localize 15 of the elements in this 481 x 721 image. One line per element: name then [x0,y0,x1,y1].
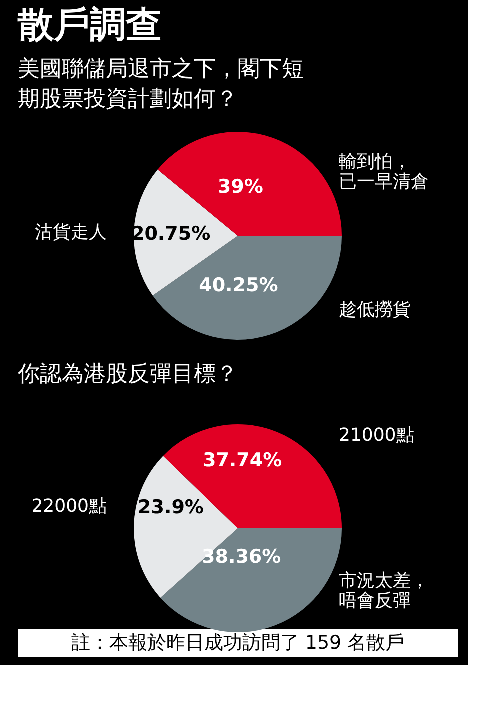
data-label: 37.74% [202,449,282,472]
chart-title: 散戶調查 [17,5,162,46]
slice-label: 輸到怕，已一早清倉 [339,152,429,193]
slice-label: 市況太差，唔會反彈 [339,570,429,612]
chart-title: 你認為港股反彈目標？ [17,362,238,387]
text: 註：本報於昨日成功訪問了 159 名散戶 [71,632,405,654]
slice-label: 21000點 [339,425,414,446]
data-label: 39% [218,176,264,198]
data-label: 40.25% [199,274,278,297]
slice-label: 沽貨走人 [35,222,107,243]
slice-label: 趁低撈貨 [339,299,411,320]
data-label: 23.9% [138,496,204,518]
slice-label: 22000點 [32,496,107,517]
data-label: 20.75% [131,222,211,245]
chart-subtitle: 美國聯儲局退市之下，閣下短期股票投資計劃如何？ [18,57,304,112]
